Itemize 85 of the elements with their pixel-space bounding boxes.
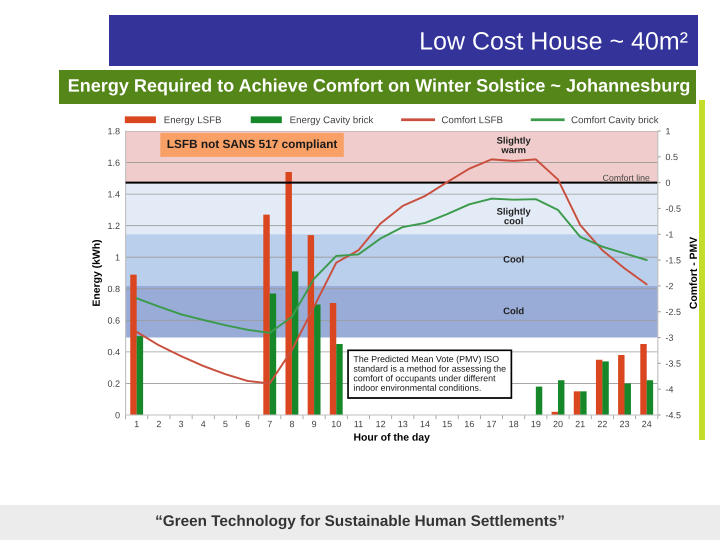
x-tick-label: 7: [268, 420, 272, 428]
bar: [263, 214, 270, 415]
ref-line-label: Comfort line: [603, 174, 650, 181]
y2-tick-label: -3.5: [666, 360, 681, 367]
y2-tick-label: -3: [666, 334, 674, 341]
x-tick-label: 22: [598, 420, 607, 428]
x-axis-title: Hour of the day: [354, 433, 430, 443]
bar: [602, 361, 609, 415]
x-tick-label: 24: [642, 420, 652, 428]
bar: [285, 172, 292, 415]
bar: [558, 380, 564, 415]
x-tick-label: 5: [223, 420, 228, 428]
y-tick-label: 1.2: [108, 222, 120, 229]
bar: [314, 304, 321, 415]
y-tick-label: 1.4: [108, 191, 120, 198]
bar: [136, 336, 144, 415]
x-tick-label: 9: [312, 420, 316, 428]
x-tick-label: 19: [532, 420, 540, 428]
bar: [646, 380, 654, 415]
y-tick-label: 0.6: [108, 317, 120, 324]
y2-tick-label: -2: [666, 282, 674, 290]
x-tick-label: 16: [464, 420, 474, 428]
band-label: Slightly warm: [496, 136, 531, 154]
band-label: Cold: [504, 307, 524, 314]
bar: [618, 355, 625, 415]
y2-tick-label: -1.5: [666, 257, 681, 264]
y-tick-label: 1.8: [108, 128, 120, 134]
x-tick-label: 10: [332, 420, 341, 428]
bar: [574, 391, 580, 415]
x-tick-label: 4: [200, 420, 206, 428]
y-tick-label: 1: [116, 254, 120, 260]
line-series: [136, 158, 648, 384]
bar: [308, 235, 314, 415]
text: “Green Technology for Sustainable Human Settlements”: [156, 514, 564, 530]
x-tick-label: 18: [509, 420, 518, 428]
y2-tick-label: -1: [666, 231, 674, 238]
x-tick-label: 20: [553, 420, 563, 428]
y-tick-label: 0: [115, 412, 120, 418]
x-tick-label: 15: [442, 420, 452, 428]
bar: [640, 344, 647, 415]
y2-tick-label: -4: [666, 386, 674, 392]
legend-label: Energy LSFB: [164, 116, 222, 126]
y2-tick-label: 0.5: [666, 154, 678, 160]
annotation: The Predicted Mean Vote (PMV) ISO standard is a method for assessing the comfort of occupants under different indoor environmental conditions.: [354, 356, 506, 391]
y2-tick-label: -4.5: [666, 412, 681, 418]
x-tick-label: 23: [620, 420, 630, 428]
x-tick-label: 17: [487, 420, 496, 428]
bar: [292, 271, 298, 415]
y2-tick-label: 1: [666, 128, 670, 134]
bar: [580, 391, 587, 415]
x-tick-label: 12: [376, 420, 386, 428]
legend-label: Comfort LSFB: [442, 116, 502, 124]
x-tick-label: 14: [420, 420, 430, 428]
y-tick-label: 0.4: [108, 348, 120, 356]
bar: [624, 383, 631, 415]
y-tick-label: 0.8: [108, 286, 120, 292]
y-axis-title: Energy (kWh): [92, 240, 102, 306]
y2-tick-label: -2.5: [666, 308, 681, 316]
y2-axis-title: Comfort - PMV: [689, 236, 697, 309]
x-tick-label: 13: [398, 420, 408, 428]
bar: [336, 344, 343, 415]
y-tick-label: 0.2: [108, 380, 120, 387]
y2-tick-label: -0.5: [666, 205, 681, 212]
bar: [536, 386, 542, 415]
bar: [270, 294, 276, 415]
chart-title: Low Cost House ~ 40m²: [421, 32, 688, 50]
chart-subtitle: Energy Required to Achieve Comfort on Winter Solstice ~ Johannesburg: [68, 78, 690, 96]
x-tick-label: 21: [576, 420, 585, 428]
x-tick-label: 3: [178, 420, 184, 428]
legend-label: Comfort Cavity brick: [572, 116, 659, 126]
bar: [130, 274, 137, 415]
y-tick-label: 1.6: [108, 160, 120, 166]
x-tick-label: 2: [156, 420, 161, 428]
band-label: Slightly cool: [496, 208, 531, 224]
x-tick-label: 6: [246, 420, 250, 428]
x-tick-label: 1: [134, 420, 139, 428]
legend-label: Energy Cavity brick: [290, 116, 374, 126]
bar: [330, 302, 336, 415]
x-tick-label: 11: [354, 420, 363, 428]
line-series: [136, 198, 648, 334]
bar: [596, 360, 602, 415]
x-tick-label: 8: [290, 420, 294, 428]
y2-tick-label: 0: [666, 180, 670, 186]
band-label: Cool: [504, 256, 524, 263]
annotation: LSFB not SANS 517 compliant: [168, 139, 338, 150]
